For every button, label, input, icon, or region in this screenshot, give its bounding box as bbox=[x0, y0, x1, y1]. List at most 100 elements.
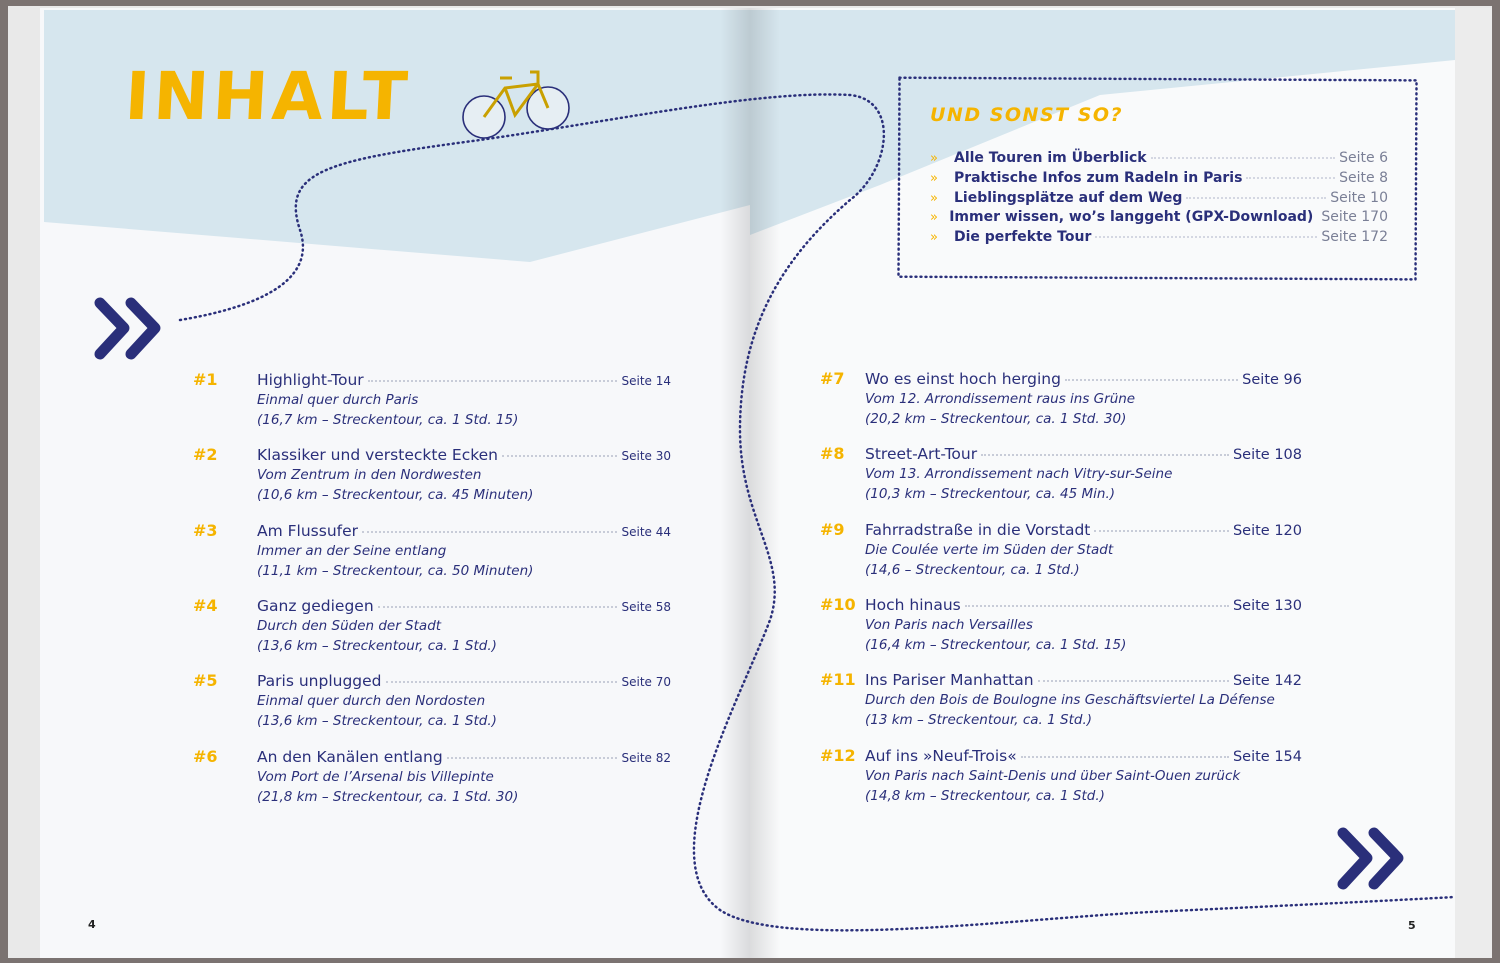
dot-leader bbox=[1095, 236, 1318, 239]
tour-page: Seite 120 bbox=[1232, 522, 1302, 539]
tour-title: Hoch hinaus bbox=[865, 595, 961, 614]
tour-title: Klassiker und versteckte Ecken bbox=[257, 446, 499, 465]
dot-leader bbox=[1246, 176, 1336, 179]
tour-title: Street-Art-Tour bbox=[865, 445, 978, 464]
tour-page: Seite 30 bbox=[621, 449, 671, 464]
tour-number: #4 bbox=[193, 595, 218, 615]
extras-item-page: Seite 172 bbox=[1321, 229, 1388, 246]
tour-title: Ganz gediegen bbox=[257, 596, 374, 615]
extras-item-label: Immer wissen, wo’s langgeht (GPX-Downloa… bbox=[949, 209, 1314, 226]
tour-heading: Hoch hinaus Seite 130 bbox=[865, 596, 1302, 614]
tour-page: Seite 108 bbox=[1232, 447, 1302, 464]
tour-subtitle: Einmal quer durch Paris bbox=[257, 392, 419, 408]
dot-leader bbox=[1094, 529, 1229, 532]
extras-item[interactable]: » Immer wissen, wo’s langgeht (GPX-Downlo… bbox=[930, 209, 1388, 225]
tour-heading: Am Flussufer Seite 44 bbox=[257, 522, 671, 540]
tour-heading: Klassiker und versteckte Ecken Seite 30 bbox=[257, 446, 671, 464]
extras-item[interactable]: » Lieblingsplätze auf dem Weg Seite 10 bbox=[930, 190, 1388, 206]
extras-box: UND SONST SO? » Alle Touren im Überblick S… bbox=[898, 78, 1416, 278]
tour-details: (13,6 km – Streckentour, ca. 1 Std.) bbox=[257, 637, 497, 654]
tour-number: #9 bbox=[820, 519, 845, 539]
tour-details: (14,6 – Streckentour, ca. 1 Std.) bbox=[865, 561, 1080, 578]
dot-leader bbox=[1186, 196, 1327, 199]
tour-heading: An den Kanälen entlang Seite 82 bbox=[257, 748, 671, 766]
dot-leader bbox=[377, 605, 618, 608]
tour-number: #5 bbox=[193, 671, 218, 691]
tour-details: (20,2 km – Streckentour, ca. 1 Std. 30) bbox=[865, 411, 1127, 427]
dot-leader bbox=[362, 530, 618, 533]
tour-number: #7 bbox=[820, 369, 845, 388]
extras-item[interactable]: » Die perfekte Tour Seite 172 bbox=[930, 229, 1388, 245]
extras-item-page: Seite 10 bbox=[1330, 189, 1388, 206]
tour-number: #11 bbox=[820, 670, 856, 690]
tour-subtitle: Durch den Süden der Stadt bbox=[257, 617, 442, 634]
tour-page: Seite 14 bbox=[621, 374, 671, 388]
extras-item[interactable]: » Alle Touren im Überblick Seite 6 bbox=[930, 150, 1388, 166]
double-chevron-icon: » bbox=[930, 151, 938, 166]
extras-item-page: Seite 6 bbox=[1339, 150, 1388, 166]
tour-page: Seite 44 bbox=[621, 524, 671, 539]
tour-number: #6 bbox=[193, 746, 218, 766]
tour-title: Auf ins »Neuf-Trois« bbox=[865, 746, 1017, 765]
tour-title: Highlight-Tour bbox=[257, 371, 364, 389]
tour-heading: Auf ins »Neuf-Trois« Seite 154 bbox=[865, 747, 1302, 765]
tour-details: (16,4 km – Streckentour, ca. 1 Std. 15) bbox=[865, 636, 1127, 653]
extras-item-label: Praktische Infos zum Radeln in Paris bbox=[954, 169, 1243, 186]
extras-item-label: Die perfekte Tour bbox=[954, 229, 1092, 246]
dot-leader bbox=[1150, 157, 1336, 159]
dot-leader bbox=[981, 454, 1229, 457]
tour-number: #8 bbox=[820, 444, 845, 464]
tour-details: (10,3 km – Streckentour, ca. 45 Min.) bbox=[865, 486, 1116, 503]
tour-details: (11,1 km – Streckentour, ca. 50 Minuten) bbox=[257, 562, 534, 579]
tour-number: #1 bbox=[193, 370, 218, 389]
dot-leader bbox=[1037, 680, 1229, 683]
double-chevron-icon: » bbox=[930, 170, 938, 186]
tour-subtitle: Vom Port de l’Arsenal bis Villepinte bbox=[257, 768, 494, 785]
page-number-right: 5 bbox=[1408, 919, 1416, 932]
tour-title: Paris unplugged bbox=[257, 672, 382, 691]
tour-title: Am Flussufer bbox=[257, 521, 359, 540]
tour-subtitle: Die Coulée verte im Süden der Stadt bbox=[865, 541, 1114, 558]
tour-number: #12 bbox=[820, 745, 856, 765]
tour-details: (16,7 km – Streckentour, ca. 1 Std. 15) bbox=[257, 412, 519, 428]
double-chevron-icon bbox=[1337, 827, 1404, 890]
double-chevron-icon: » bbox=[930, 190, 938, 206]
tour-subtitle: Vom Zentrum in den Nordwesten bbox=[257, 467, 482, 484]
double-chevron-icon: » bbox=[930, 210, 938, 226]
tour-heading: Fahrradstraße in die Vorstadt Seite 120 bbox=[865, 521, 1302, 539]
dotted-route-line bbox=[178, 93, 1457, 932]
tour-subtitle: Durch den Bois de Boulogne ins Geschäfts… bbox=[865, 692, 1275, 709]
tour-details: (21,8 km – Streckentour, ca. 1 Std. 30) bbox=[257, 788, 519, 805]
tour-subtitle: Immer an der Seine entlang bbox=[257, 542, 447, 559]
dot-leader bbox=[1020, 755, 1229, 758]
double-chevron-icon: » bbox=[930, 230, 938, 246]
tour-page: Seite 154 bbox=[1232, 748, 1302, 765]
extras-heading: UND SONST SO? bbox=[930, 104, 1124, 126]
tour-page: Seite 96 bbox=[1242, 372, 1302, 388]
tour-page: Seite 58 bbox=[621, 599, 671, 614]
tour-subtitle: Von Paris nach Versailles bbox=[865, 616, 1033, 633]
page-title: INHALT bbox=[122, 58, 414, 135]
tour-subtitle: Vom 12. Arrondissement raus ins Grüne bbox=[865, 391, 1136, 407]
extras-item-label: Lieblingsplätze auf dem Weg bbox=[954, 189, 1183, 206]
tour-number: #3 bbox=[193, 520, 218, 540]
dot-leader bbox=[964, 604, 1229, 607]
tour-number: #2 bbox=[193, 445, 218, 465]
tour-page: Seite 142 bbox=[1232, 673, 1302, 690]
tour-number: #10 bbox=[820, 594, 856, 614]
tour-title: An den Kanälen entlang bbox=[257, 747, 443, 766]
tour-heading: Paris unplugged Seite 70 bbox=[257, 672, 671, 690]
extras-item-page: Seite 8 bbox=[1339, 169, 1388, 186]
tour-subtitle: Von Paris nach Saint-Denis und über Sain… bbox=[865, 767, 1241, 784]
tour-heading: Highlight-Tour Seite 14 bbox=[257, 371, 671, 389]
tour-details: (14,8 km – Streckentour, ca. 1 Std.) bbox=[865, 787, 1105, 804]
page-number-left: 4 bbox=[88, 918, 96, 931]
tour-details: (13,6 km – Streckentour, ca. 1 Std.) bbox=[257, 713, 497, 730]
double-chevron-icon bbox=[94, 297, 161, 360]
tour-title: Wo es einst hoch herging bbox=[865, 370, 1061, 388]
dot-leader bbox=[502, 455, 618, 458]
dot-leader bbox=[367, 380, 618, 382]
dot-leader bbox=[385, 681, 618, 684]
extras-item[interactable]: » Praktische Infos zum Radeln in Paris Sei… bbox=[930, 170, 1388, 186]
